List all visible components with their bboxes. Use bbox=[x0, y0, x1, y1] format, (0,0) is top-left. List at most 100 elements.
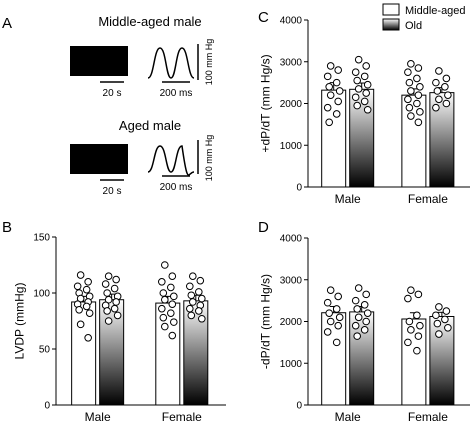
data-point-c bbox=[432, 78, 440, 87]
bar-c-middle-aged-male bbox=[321, 89, 347, 188]
scalebar-label-long-2: 20 s bbox=[103, 186, 122, 197]
scalebar-label-pressure-2: 100 mm Hg bbox=[204, 135, 214, 182]
data-point-c bbox=[404, 68, 412, 76]
data-point-d bbox=[432, 311, 440, 320]
scalebar-label-short-1: 200 ms bbox=[160, 88, 193, 99]
data-point-b bbox=[161, 322, 169, 331]
data-point-b bbox=[158, 278, 166, 286]
data-point-c bbox=[414, 91, 423, 99]
data-point-b bbox=[104, 272, 113, 281]
data-point-d bbox=[351, 321, 360, 330]
y-axis-label-b: LVDP (mmHg) bbox=[13, 283, 27, 360]
x-category-label-b: Male bbox=[85, 410, 111, 424]
data-point-c bbox=[334, 97, 342, 106]
data-point-b bbox=[159, 289, 168, 297]
data-point-c bbox=[407, 87, 415, 95]
data-point-b bbox=[186, 282, 194, 291]
data-point-d bbox=[414, 332, 423, 340]
data-point-c bbox=[416, 108, 424, 116]
data-point-d bbox=[363, 309, 372, 317]
data-point-d bbox=[435, 303, 443, 311]
data-point-b bbox=[167, 309, 175, 317]
bar-d-old-female bbox=[429, 315, 455, 406]
data-point-c bbox=[405, 103, 414, 112]
y-axis-label-c: +dP/dT (mm Hg/s) bbox=[259, 54, 273, 152]
panel-letter-c: C bbox=[258, 9, 269, 26]
y-axis-label-d: -dP/dT (mm Hg/s) bbox=[259, 274, 273, 369]
data-point-d bbox=[335, 313, 344, 322]
data-point-b bbox=[76, 320, 85, 329]
data-point-b bbox=[167, 283, 175, 292]
data-point-d bbox=[416, 321, 424, 330]
data-point-c bbox=[351, 68, 360, 76]
y-tick-label-d: 0 bbox=[296, 401, 302, 412]
scalebar-label-pressure-1: 100 mm Hg bbox=[204, 39, 214, 86]
data-point-c bbox=[335, 87, 344, 95]
trace-beats-aged bbox=[147, 145, 195, 176]
data-point-d bbox=[407, 326, 415, 334]
data-point-b bbox=[170, 292, 178, 301]
data-point-b bbox=[113, 311, 122, 320]
data-point-d bbox=[353, 305, 361, 313]
data-point-b bbox=[84, 278, 92, 286]
data-point-b bbox=[101, 280, 110, 288]
data-point-b bbox=[112, 298, 120, 306]
data-point-b bbox=[110, 304, 119, 313]
data-point-c bbox=[407, 60, 415, 68]
data-point-c bbox=[435, 67, 443, 75]
data-point-d bbox=[405, 317, 414, 326]
data-point-c bbox=[353, 76, 361, 85]
legend-label-middle-aged: Middle-aged bbox=[405, 5, 466, 17]
scalebar-label-short-2: 200 ms bbox=[160, 182, 193, 193]
data-point-b bbox=[103, 307, 111, 315]
y-tick-label-c: 4000 bbox=[280, 16, 303, 27]
data-point-c bbox=[326, 62, 335, 70]
data-point-b bbox=[75, 306, 83, 314]
data-point-d bbox=[332, 305, 341, 313]
panel-letter-a: A bbox=[2, 15, 12, 32]
data-point-c bbox=[435, 95, 443, 104]
data-point-d bbox=[326, 286, 335, 294]
data-point-d bbox=[323, 298, 332, 307]
data-point-d bbox=[360, 301, 369, 309]
data-point-d bbox=[362, 317, 370, 326]
chart-panel-d: D -dP/dT (mm Hg/s) 0 1000 2000 3000 4000 Male Fe… bbox=[258, 219, 470, 424]
legend-swatch-old bbox=[382, 18, 400, 31]
panel-a: A Middle-aged male 20 s 200 ms 100 mm Hg… bbox=[2, 14, 214, 197]
data-point-c bbox=[323, 103, 332, 112]
y-tick-label-c: 0 bbox=[296, 183, 302, 194]
chart-panel-c: C +dP/dT (mm Hg/s) 0 1000 2000 3000 4000 Male Fe… bbox=[258, 3, 470, 206]
data-point-b bbox=[168, 272, 177, 281]
data-point-b bbox=[76, 271, 85, 279]
data-point-d bbox=[404, 294, 412, 303]
y-tick-label-d: 4000 bbox=[280, 234, 303, 245]
data-point-d bbox=[334, 292, 342, 301]
data-point-c bbox=[442, 74, 451, 83]
data-point-d bbox=[433, 319, 442, 328]
x-category-label-d: Female bbox=[408, 410, 448, 424]
legend-swatch-middle-aged bbox=[382, 3, 400, 16]
data-point-d bbox=[351, 296, 360, 305]
bar-b-middle-aged-male bbox=[71, 301, 97, 406]
data-point-b bbox=[187, 311, 196, 320]
data-point-b bbox=[168, 300, 177, 309]
data-point-b bbox=[82, 285, 91, 294]
data-point-c bbox=[323, 72, 332, 81]
data-point-c bbox=[360, 97, 369, 106]
panel-letter-d: D bbox=[258, 219, 269, 236]
data-point-b bbox=[112, 275, 120, 284]
data-point-b bbox=[158, 304, 166, 313]
data-point-c bbox=[362, 62, 370, 70]
data-point-d bbox=[332, 338, 341, 347]
bar-d-middle-aged-female bbox=[401, 318, 427, 406]
x-category-label-b: Female bbox=[162, 410, 202, 424]
trace-long-aged bbox=[70, 144, 128, 174]
data-point-b bbox=[195, 288, 203, 296]
data-point-d bbox=[362, 290, 370, 299]
data-point-d bbox=[441, 315, 449, 324]
data-point-c bbox=[325, 118, 333, 127]
x-category-label-c: Male bbox=[335, 192, 361, 206]
data-point-b bbox=[189, 272, 197, 281]
data-point-b bbox=[159, 313, 168, 322]
data-point-c bbox=[405, 78, 414, 87]
